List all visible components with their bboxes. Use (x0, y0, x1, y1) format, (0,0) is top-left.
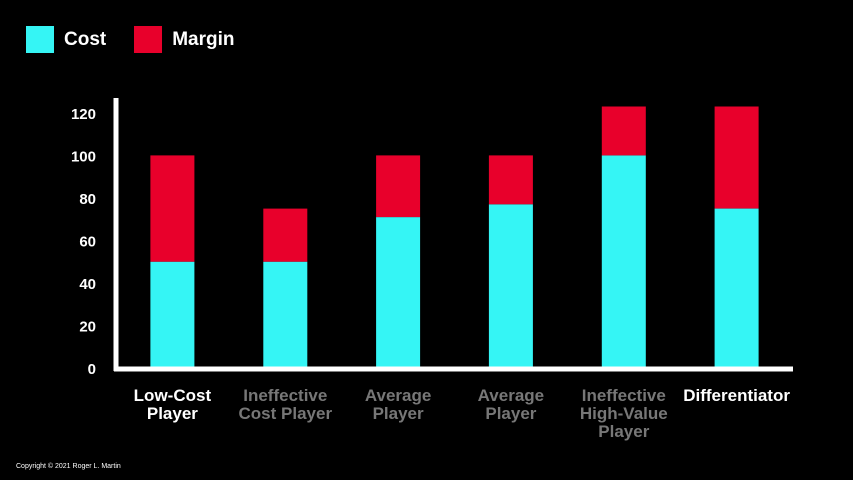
category-label-line: Player (147, 404, 198, 423)
category-label-line: Player (373, 404, 424, 423)
category-label-line: Cost Player (239, 404, 333, 423)
category-label-5: Differentiator (683, 386, 790, 405)
category-label-line: High-Value (580, 404, 668, 423)
legend-swatch-margin (134, 26, 163, 53)
bar-cost-1 (263, 261, 308, 368)
y-tick-label: 100 (71, 148, 96, 165)
bar-cost-5 (714, 208, 759, 368)
legend-item-cost: Cost (26, 26, 106, 53)
bar-margin-4 (601, 106, 646, 156)
category-label-line: Player (485, 404, 536, 423)
legend-swatch-cost (26, 26, 54, 53)
category-label-line: Low-Cost (134, 386, 212, 405)
category-label-1: Ineffective Cost Player (239, 386, 333, 423)
category-label-0: Low-Cost Player (134, 386, 212, 423)
category-label-line: Differentiator (683, 386, 790, 405)
bar-margin-0 (150, 155, 195, 262)
category-label-line: Ineffective (243, 386, 327, 405)
bar-margin-5 (714, 106, 759, 209)
bar-margin-1 (263, 208, 308, 262)
bar-margin-2 (376, 155, 421, 218)
bar-cost-2 (376, 217, 421, 368)
y-tick-label: 20 (79, 319, 96, 336)
bar-margin-3 (488, 155, 533, 205)
y-tick-label: 80 (79, 191, 96, 208)
legend-label-cost: Cost (64, 28, 107, 50)
category-label-line: Player (598, 422, 649, 441)
category-label-line: Average (478, 386, 544, 405)
legend-label-margin: Margin (172, 28, 235, 50)
y-tick-label: 0 (88, 361, 96, 378)
y-tick-label: 120 (71, 106, 96, 123)
bar-cost-0 (150, 261, 195, 368)
chart-legend: Cost Margin (26, 26, 263, 53)
bar-cost-3 (488, 204, 533, 368)
category-label-3: Average Player (478, 386, 544, 423)
category-label-2: Average Player (365, 386, 431, 423)
bar-cost-4 (601, 155, 646, 368)
category-label-line: Average (365, 386, 431, 405)
y-tick-label: 40 (79, 276, 96, 293)
legend-item-margin: Margin (134, 26, 235, 53)
category-label-4: Ineffective High-Value Player (580, 386, 668, 441)
copyright-notice: Copyright © 2021 Roger L. Martin (16, 463, 121, 470)
y-tick-label: 60 (79, 233, 96, 250)
category-label-line: Ineffective (582, 386, 666, 405)
